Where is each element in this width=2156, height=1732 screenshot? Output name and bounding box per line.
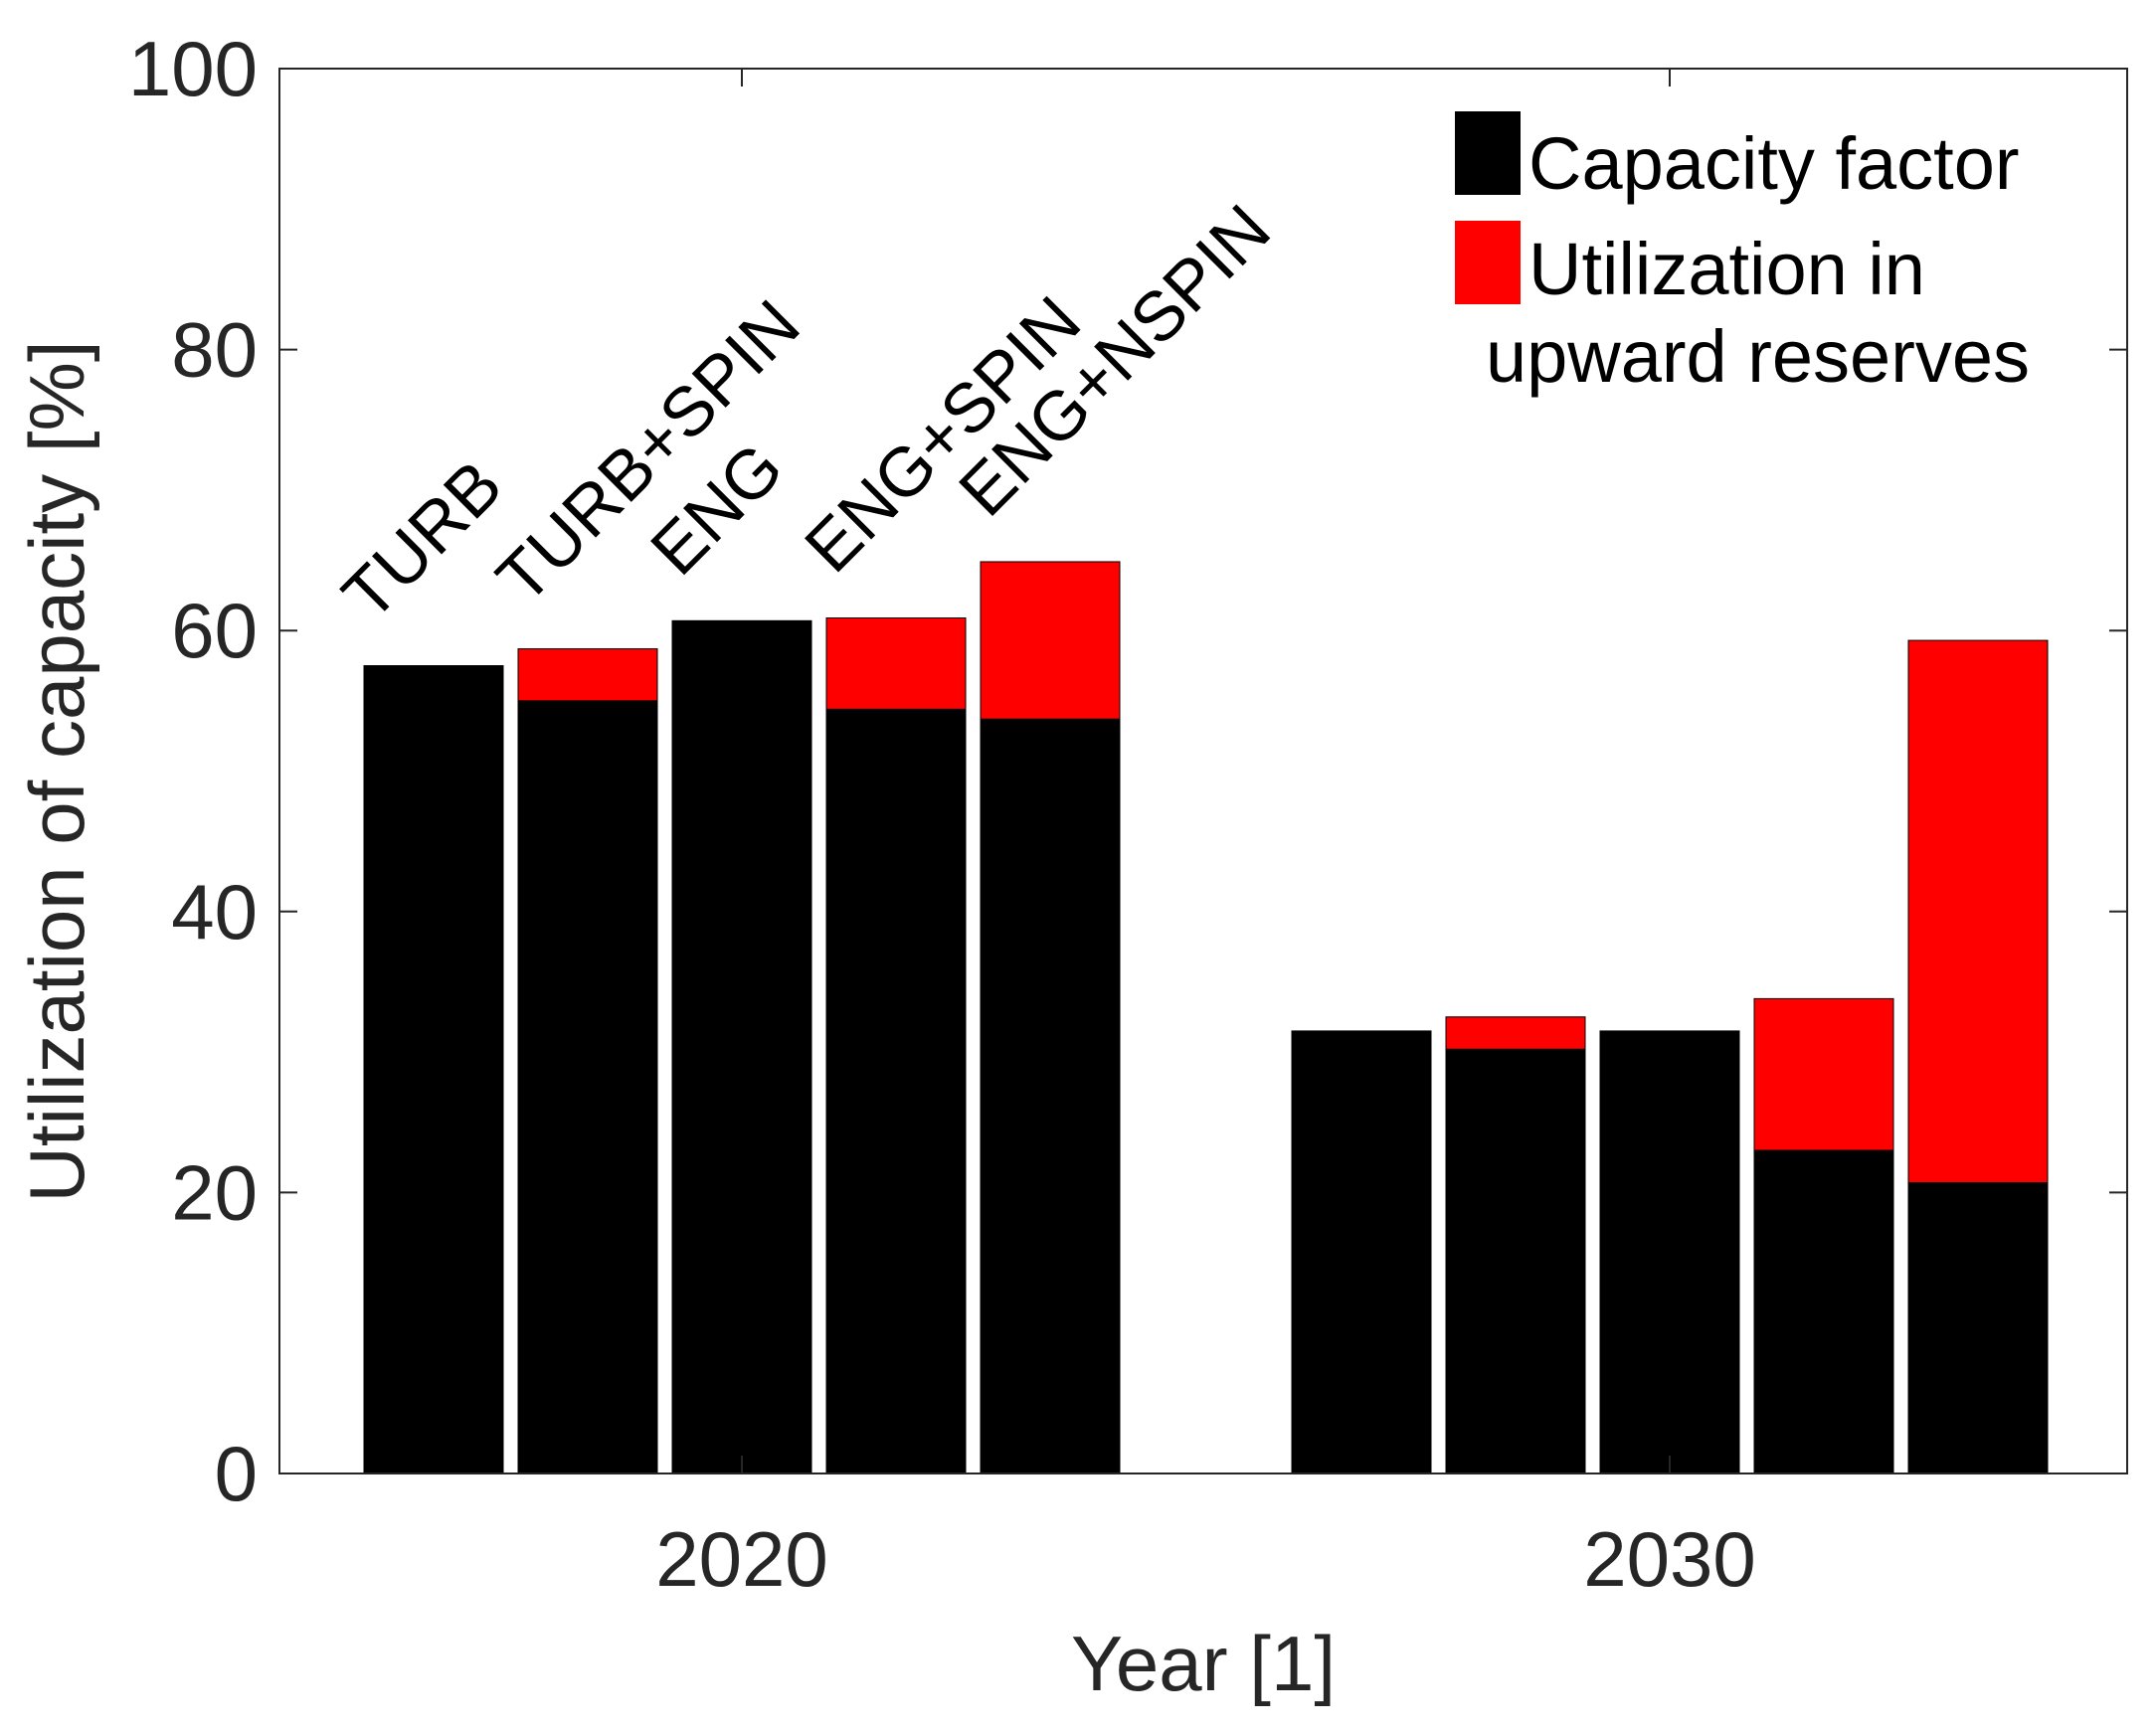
legend-swatch-capacity-factor [1455, 111, 1521, 195]
x-axis: 2020 2030 [655, 69, 1756, 1603]
bar-2020-eng-nspin-capacity-factor [980, 718, 1121, 1474]
x-tick-label-2020: 2020 [655, 1515, 828, 1603]
bars-group [363, 561, 2049, 1474]
bar-2020-turb-spin-capacity-factor [517, 700, 658, 1474]
bar-2030-eng-nspin-capacity-factor [1907, 1182, 2049, 1474]
bar-2030-eng-nspin-upward-reserves [1907, 639, 2049, 1184]
bar-2030-turb-spin-upward-reserves [1445, 1016, 1586, 1050]
y-tick-label: 100 [128, 25, 258, 112]
legend-swatch-upward-reserves [1455, 221, 1521, 304]
bar-2020-eng-spin-capacity-factor [825, 708, 967, 1474]
bar-2030-turb-spin-capacity-factor [1445, 1048, 1586, 1474]
y-tick-label: 60 [171, 587, 258, 674]
legend: Capacity factor Utilization in upward re… [1455, 111, 2030, 398]
bar-2030-eng-capacity-factor [1599, 1030, 1740, 1474]
bar-2020-eng-capacity-factor [671, 619, 812, 1474]
x-tick-label-2030: 2030 [1583, 1515, 1756, 1603]
legend-label-capacity-factor: Capacity factor [1528, 122, 2020, 205]
y-axis: 0 20 40 60 80 100 [128, 25, 2127, 1517]
y-tick-label: 80 [171, 306, 258, 394]
bar-2030-turb-capacity-factor [1291, 1030, 1432, 1474]
bar-2020-turb-spin-upward-reserves [517, 648, 658, 702]
plot-frame [278, 68, 2128, 1474]
y-tick-label: 20 [171, 1148, 258, 1236]
bar-2020-eng-spin-upward-reserves [825, 616, 967, 710]
bar-2030-eng-spin-capacity-factor [1753, 1149, 1894, 1474]
legend-label-upward-reserves-line1: Utilization in [1528, 228, 1925, 310]
bar-2020-eng-nspin-upward-reserves [980, 561, 1121, 720]
y-tick-label: 0 [215, 1430, 258, 1517]
y-tick-label: 40 [171, 868, 258, 955]
y-axis-title: Utilization of capacity [%] [13, 340, 100, 1202]
x-axis-title: Year [1] [1071, 1620, 1336, 1707]
bar-2030-eng-spin-upward-reserves [1753, 997, 1894, 1151]
bar-2020-turb-capacity-factor [363, 665, 504, 1474]
legend-label-upward-reserves-line2: upward reserves [1486, 315, 2030, 398]
